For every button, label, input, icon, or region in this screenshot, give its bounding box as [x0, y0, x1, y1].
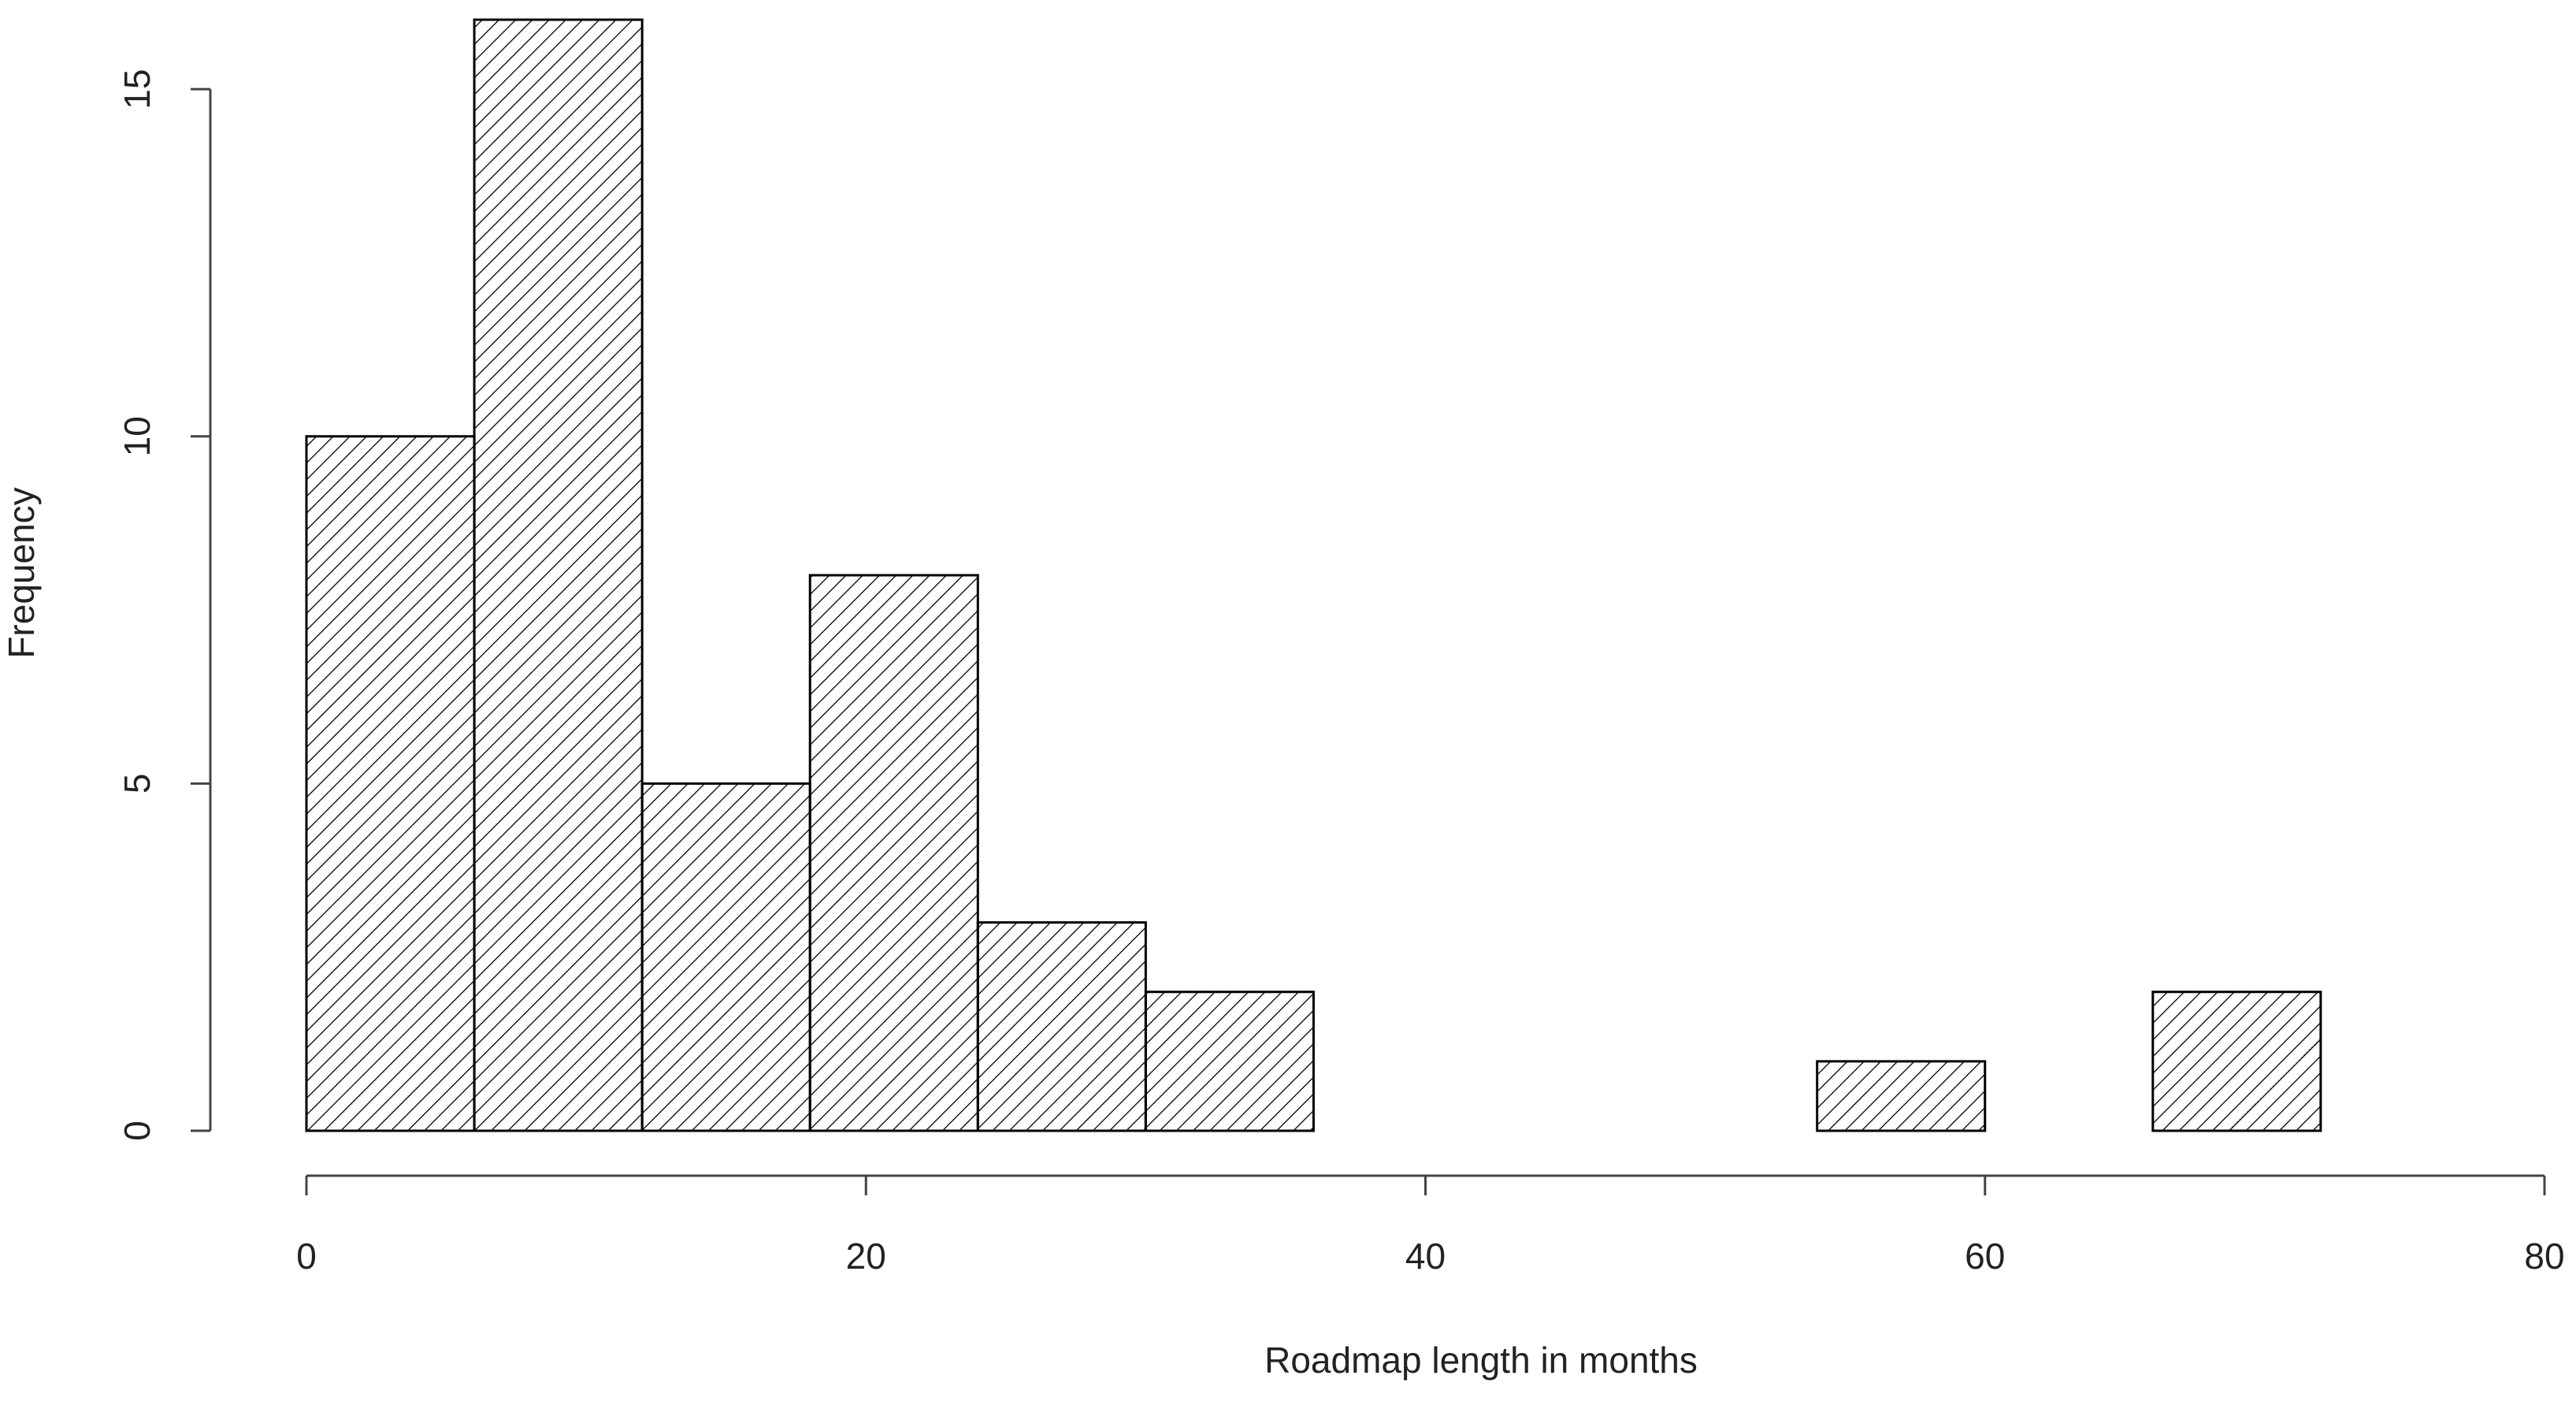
y-tick-label: 15: [117, 69, 158, 110]
y-tick-label: 0: [117, 1121, 158, 1141]
x-tick-label: 0: [296, 1236, 317, 1277]
x-tick-label: 60: [1965, 1236, 2005, 1277]
histogram-bar: [305, 435, 476, 1132]
histogram-bar: [1144, 991, 1315, 1132]
histogram-bar: [1816, 1060, 1987, 1132]
x-tick-label: 20: [846, 1236, 886, 1277]
x-tick-label: 40: [1405, 1236, 1446, 1277]
y-tick-label: 5: [117, 774, 158, 794]
x-axis-label: Roadmap length in months: [1264, 1340, 1698, 1381]
y-axis-label: Frequency: [1, 487, 42, 658]
x-tick-label: 80: [2524, 1236, 2564, 1277]
histogram-bar: [2151, 991, 2322, 1132]
histogram-bar: [808, 574, 979, 1132]
histogram-bar: [640, 782, 811, 1132]
y-tick-label: 10: [117, 416, 158, 456]
histogram-bar: [473, 18, 644, 1132]
histogram-bar: [976, 921, 1147, 1132]
